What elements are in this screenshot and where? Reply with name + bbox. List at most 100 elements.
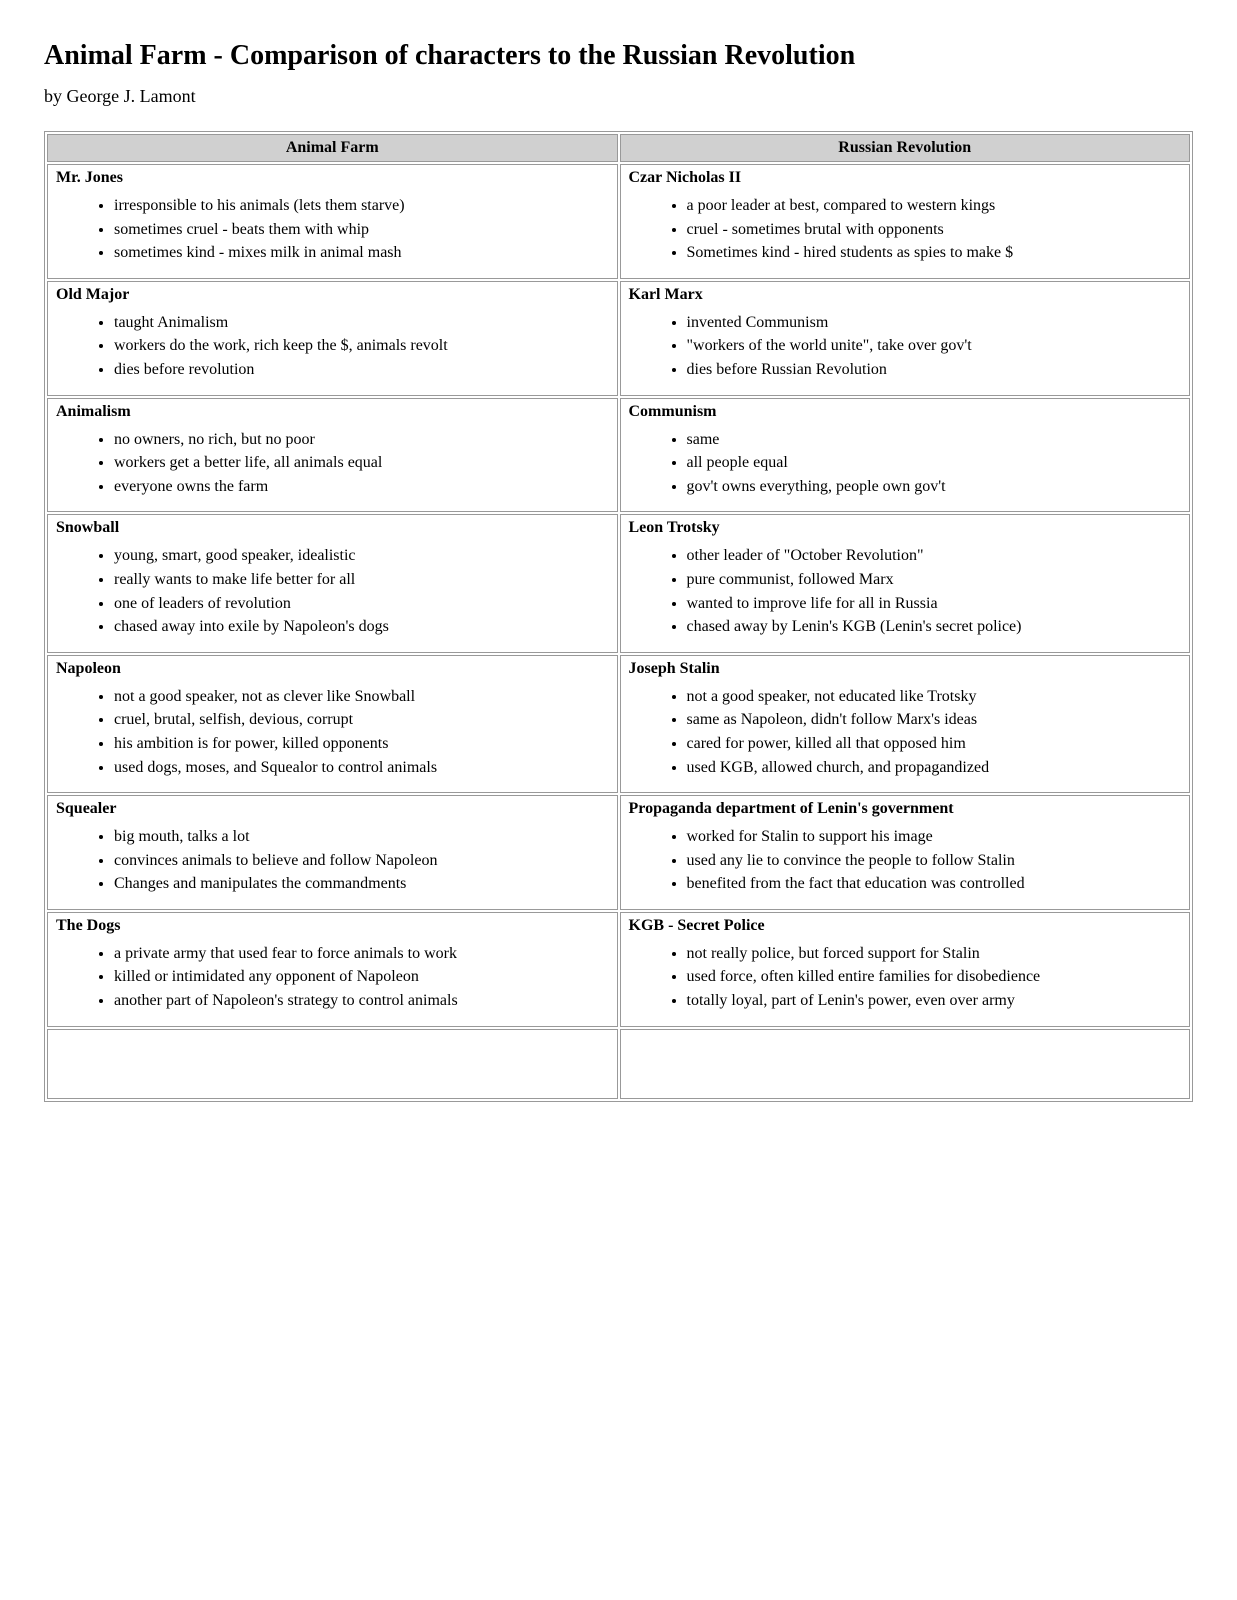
cell-point: a private army that used fear to force a… — [114, 943, 609, 965]
cell-title: Communism — [629, 403, 1182, 421]
comparison-cell: Propaganda department of Lenin's governm… — [620, 795, 1191, 910]
table-row: Napoleon not a good speaker, not as cleve… — [47, 655, 1190, 793]
comparison-cell — [47, 1029, 618, 1099]
cell-point: his ambition is for power, killed oppone… — [114, 733, 609, 755]
cell-title: Squealer — [56, 800, 609, 818]
cell-point: dies before Russian Revolution — [687, 359, 1182, 381]
cell-point: irresponsible to his animals (lets them … — [114, 195, 609, 217]
cell-point: cruel - sometimes brutal with opponents — [687, 219, 1182, 241]
cell-point: wanted to improve life for all in Russia — [687, 593, 1182, 615]
cell-title: Animalism — [56, 403, 609, 421]
comparison-cell: Leon Trotsky other leader of "October Rev… — [620, 514, 1191, 652]
author-line: by George J. Lamont — [44, 86, 1193, 107]
cell-point: dies before revolution — [114, 359, 609, 381]
cell-point: used force, often killed entire families… — [687, 966, 1182, 988]
cell-points: a private army that used fear to force a… — [56, 943, 609, 1012]
cell-point: used any lie to convince the people to f… — [687, 850, 1182, 872]
cell-point: cruel, brutal, selfish, devious, corrupt — [114, 709, 609, 731]
cell-point: workers get a better life, all animals e… — [114, 452, 609, 474]
cell-point: young, smart, good speaker, idealistic — [114, 545, 609, 567]
cell-point: same as Napoleon, didn't follow Marx's i… — [687, 709, 1182, 731]
cell-point: pure communist, followed Marx — [687, 569, 1182, 591]
comparison-cell: Old Major taught Animalismworkers do the … — [47, 281, 618, 396]
comparison-cell: Czar Nicholas II a poor leader at best, c… — [620, 164, 1191, 279]
cell-point: sometimes cruel - beats them with whip — [114, 219, 609, 241]
cell-points: a poor leader at best, compared to weste… — [629, 195, 1182, 264]
cell-point: Sometimes kind - hired students as spies… — [687, 242, 1182, 264]
cell-title: Czar Nicholas II — [629, 169, 1182, 187]
cell-point: a poor leader at best, compared to weste… — [687, 195, 1182, 217]
comparison-cell: Squealer big mouth, talks a lotconvinces … — [47, 795, 618, 910]
cell-point: not a good speaker, not as clever like S… — [114, 686, 609, 708]
cell-point: Changes and manipulates the commandments — [114, 873, 609, 895]
comparison-cell: Snowball young, smart, good speaker, idea… — [47, 514, 618, 652]
table-row: Mr. Jones irresponsible to his animals (l… — [47, 164, 1190, 279]
cell-title: The Dogs — [56, 917, 609, 935]
cell-point: workers do the work, rich keep the $, an… — [114, 335, 609, 357]
cell-point: sometimes kind - mixes milk in animal ma… — [114, 242, 609, 264]
comparison-table: Animal Farm Russian Revolution Mr. Jones… — [44, 131, 1193, 1102]
comparison-tbody: Mr. Jones irresponsible to his animals (l… — [47, 164, 1190, 1099]
cell-points: no owners, no rich, but no poorworkers g… — [56, 429, 609, 498]
comparison-cell: KGB - Secret Police not really police, bu… — [620, 912, 1191, 1027]
comparison-cell: Karl Marx invented Communism"workers of t… — [620, 281, 1191, 396]
table-row: Animalism no owners, no rich, but no poor… — [47, 398, 1190, 513]
cell-points: invented Communism"workers of the world … — [629, 312, 1182, 381]
cell-points: young, smart, good speaker, idealisticre… — [56, 545, 609, 637]
table-row: Old Major taught Animalismworkers do the … — [47, 281, 1190, 396]
table-row: The Dogs a private army that used fear to… — [47, 912, 1190, 1027]
cell-title: Propaganda department of Lenin's governm… — [629, 800, 1182, 818]
cell-point: used KGB, allowed church, and propagandi… — [687, 757, 1182, 779]
cell-points: irresponsible to his animals (lets them … — [56, 195, 609, 264]
cell-point: cared for power, killed all that opposed… — [687, 733, 1182, 755]
cell-point: convinces animals to believe and follow … — [114, 850, 609, 872]
cell-points: not really police, but forced support fo… — [629, 943, 1182, 1012]
cell-point: used dogs, moses, and Squealor to contro… — [114, 757, 609, 779]
comparison-cell: Mr. Jones irresponsible to his animals (l… — [47, 164, 618, 279]
comparison-cell: Communism sameall people equalgov't owns … — [620, 398, 1191, 513]
cell-title: KGB - Secret Police — [629, 917, 1182, 935]
cell-point: one of leaders of revolution — [114, 593, 609, 615]
cell-title: Old Major — [56, 286, 609, 304]
cell-points: sameall people equalgov't owns everythin… — [629, 429, 1182, 498]
cell-point: killed or intimidated any opponent of Na… — [114, 966, 609, 988]
cell-point: totally loyal, part of Lenin's power, ev… — [687, 990, 1182, 1012]
cell-points: not a good speaker, not as clever like S… — [56, 686, 609, 778]
cell-point: all people equal — [687, 452, 1182, 474]
cell-point: invented Communism — [687, 312, 1182, 334]
table-row: Snowball young, smart, good speaker, idea… — [47, 514, 1190, 652]
table-row — [47, 1029, 1190, 1099]
cell-point: not really police, but forced support fo… — [687, 943, 1182, 965]
cell-title: Joseph Stalin — [629, 660, 1182, 678]
cell-points: other leader of "October Revolution"pure… — [629, 545, 1182, 637]
cell-point: benefited from the fact that education w… — [687, 873, 1182, 895]
cell-points: big mouth, talks a lotconvinces animals … — [56, 826, 609, 895]
cell-point: taught Animalism — [114, 312, 609, 334]
cell-point: big mouth, talks a lot — [114, 826, 609, 848]
table-row: Squealer big mouth, talks a lotconvinces … — [47, 795, 1190, 910]
cell-title: Leon Trotsky — [629, 519, 1182, 537]
cell-point: not a good speaker, not educated like Tr… — [687, 686, 1182, 708]
comparison-cell: The Dogs a private army that used fear to… — [47, 912, 618, 1027]
cell-point: everyone owns the farm — [114, 476, 609, 498]
cell-points: not a good speaker, not educated like Tr… — [629, 686, 1182, 778]
page-title: Animal Farm - Comparison of characters t… — [44, 40, 1193, 72]
cell-title: Mr. Jones — [56, 169, 609, 187]
comparison-cell: Napoleon not a good speaker, not as cleve… — [47, 655, 618, 793]
cell-title: Karl Marx — [629, 286, 1182, 304]
cell-point: chased away by Lenin's KGB (Lenin's secr… — [687, 616, 1182, 638]
comparison-cell — [620, 1029, 1191, 1099]
cell-title: Snowball — [56, 519, 609, 537]
column-header-right: Russian Revolution — [620, 134, 1191, 162]
cell-title: Napoleon — [56, 660, 609, 678]
cell-point: "workers of the world unite", take over … — [687, 335, 1182, 357]
cell-point: another part of Napoleon's strategy to c… — [114, 990, 609, 1012]
comparison-cell: Animalism no owners, no rich, but no poor… — [47, 398, 618, 513]
cell-points: taught Animalismworkers do the work, ric… — [56, 312, 609, 381]
cell-point: same — [687, 429, 1182, 451]
cell-point: really wants to make life better for all — [114, 569, 609, 591]
cell-point: worked for Stalin to support his image — [687, 826, 1182, 848]
cell-point: other leader of "October Revolution" — [687, 545, 1182, 567]
comparison-cell: Joseph Stalin not a good speaker, not edu… — [620, 655, 1191, 793]
cell-points: worked for Stalin to support his imageus… — [629, 826, 1182, 895]
